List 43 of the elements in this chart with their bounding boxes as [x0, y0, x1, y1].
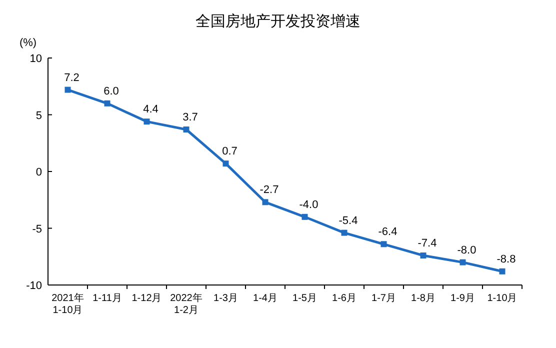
data-label: -5.4	[338, 214, 358, 227]
chart-title: 全国房地产开发投资增速	[196, 13, 360, 30]
data-label: 0.7	[222, 146, 238, 158]
point	[341, 230, 348, 236]
data-label: 6.0	[104, 85, 119, 98]
y-tick-label: 0	[36, 166, 42, 178]
point	[302, 214, 308, 220]
data-label: -4.0	[299, 198, 318, 211]
point	[262, 199, 268, 206]
x-tick-label: 1-9月	[450, 293, 475, 304]
x-tick-label: 1-10月	[487, 293, 518, 304]
y-tick-label: -5	[32, 223, 42, 236]
data-label: -2.7	[260, 184, 279, 196]
x-tick-label: 1-12月	[132, 293, 162, 304]
y-tick-label: 5	[36, 110, 42, 122]
point	[460, 259, 466, 266]
x-tick-label: 1-8月	[411, 293, 436, 304]
x-tick-label: 1-4月	[253, 293, 278, 304]
point	[183, 126, 190, 133]
x-tick-label: 1-5月	[292, 293, 317, 304]
x-tick-label: 1-11月	[92, 293, 122, 304]
x-tick-label: 2021年 1-10月	[52, 292, 84, 316]
data-label: 4.4	[143, 104, 158, 116]
y-tick-label: -10	[26, 280, 42, 292]
data-label: -6.4	[378, 226, 398, 238]
y-tick-label: 10	[30, 53, 42, 65]
point	[64, 86, 71, 93]
point	[144, 118, 150, 125]
x-tick-label: 1-6月	[332, 293, 356, 304]
data-label: -8.0	[457, 244, 476, 256]
point	[499, 268, 506, 274]
data-label: 7.2	[64, 72, 80, 84]
point	[222, 160, 229, 167]
data-label: -8.8	[496, 253, 516, 266]
x-tick-label: 2022年 1-2月	[170, 292, 202, 316]
point	[420, 252, 426, 258]
data-label: -7.4	[418, 237, 437, 250]
x-tick-label: 1-3月	[214, 293, 238, 304]
point	[380, 241, 387, 248]
y-axis-title: (%)	[19, 37, 37, 49]
point	[104, 100, 110, 106]
x-tick-label: 1-7月	[372, 293, 396, 304]
data-label: 3.7	[182, 112, 198, 124]
